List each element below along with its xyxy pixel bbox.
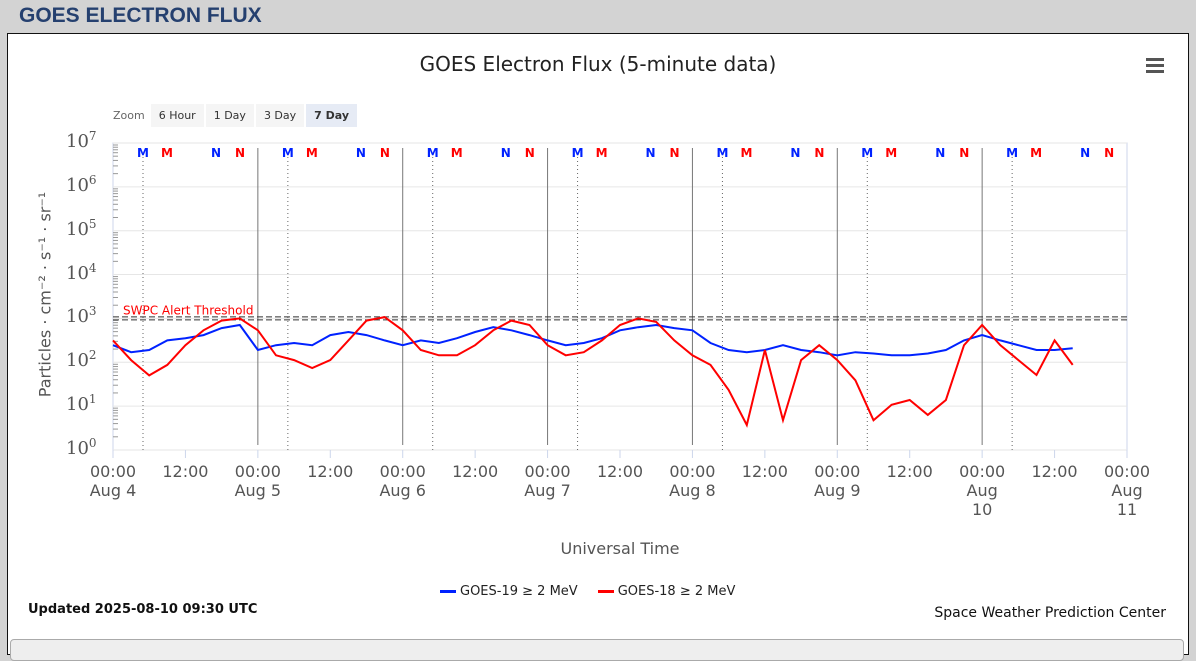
y-tick-label: 107 (66, 128, 97, 152)
x-tick-label: 00:00 Aug 11 (1103, 462, 1151, 519)
hamburger-menu-icon[interactable] (1146, 58, 1164, 74)
marker-label: M (161, 146, 173, 160)
zoom-controls: Zoom 6 Hour 1 Day 3 Day 7 Day (113, 104, 358, 127)
marker-label: N (1080, 146, 1090, 160)
bottom-panel (10, 639, 1184, 661)
x-tick-label: 00:00 Aug 6 (379, 462, 426, 500)
marker-label: N (670, 146, 680, 160)
y-axis-label: Particles · cm⁻² · s⁻¹ · sr⁻¹ (35, 191, 55, 398)
y-tick-label: 101 (66, 392, 97, 416)
x-tick-label: 12:00 (452, 462, 499, 481)
marker-label: M (572, 146, 584, 160)
legend-label: GOES-18 ≥ 2 MeV (617, 584, 736, 599)
zoom-3-day-button[interactable]: 3 Day (255, 104, 305, 127)
marker-label: M (1030, 146, 1042, 160)
marker-label: M (137, 146, 149, 160)
legend-item-goes19[interactable]: GOES-19 ≥ 2 MeV (440, 584, 578, 599)
marker-label: N (790, 146, 800, 160)
marker-label: N (525, 146, 535, 160)
x-tick-label: 00:00 Aug 4 (89, 462, 137, 500)
y-tick-label: 102 (66, 348, 97, 372)
series-line-goes19 (112, 323, 1073, 357)
marker-label: M (427, 146, 439, 160)
y-tick-label: 105 (66, 216, 97, 240)
marker-label: N (935, 146, 945, 160)
x-tick-label: 12:00 (886, 462, 933, 481)
marker-label: N (959, 146, 969, 160)
marker-label: M (596, 146, 608, 160)
x-tick-label: 12:00 (162, 462, 209, 481)
series-line-goes18 (112, 316, 1074, 428)
x-tick-label: 12:00 (307, 462, 354, 481)
chart-title: GOES Electron Flux (5-minute data) (419, 52, 777, 76)
x-tick-label: 12:00 (1031, 462, 1078, 481)
marker-label: M (861, 146, 873, 160)
marker-label: N (1104, 146, 1114, 160)
x-tick-label: 12:00 (596, 462, 644, 481)
y-tick-label: 100 (66, 436, 97, 459)
marker-label: M (451, 146, 463, 160)
marker-label: N (501, 146, 511, 160)
x-tick-label: 00:00 Aug 5 (234, 462, 282, 500)
x-tick-label: 00:00 Aug 9 (814, 462, 861, 500)
marker-label: M (716, 146, 728, 160)
zoom-6-hour-button[interactable]: 6 Hour (150, 104, 204, 127)
legend-item-goes18[interactable]: GOES-18 ≥ 2 MeV (597, 584, 736, 599)
threshold-label: SWPC Alert Threshold (123, 303, 253, 317)
marker-label: M (282, 146, 294, 160)
plot-border (112, 142, 1128, 451)
marker-label: N (814, 146, 824, 160)
zoom-1-day-button[interactable]: 1 Day (205, 104, 254, 127)
x-tick-label: 00:00 Aug 10 (959, 462, 1006, 519)
marker-label: M (306, 146, 318, 160)
marker-label: N (356, 146, 366, 160)
updated-timestamp: Updated 2025-08-10 09:30 UTC (28, 602, 258, 617)
zoom-label: Zoom (113, 109, 145, 122)
marker-label: N (211, 146, 221, 160)
marker-label: M (1006, 146, 1018, 160)
x-tick-label: 00:00 Aug 7 (524, 462, 571, 500)
x-tick-label: 12:00 (741, 462, 788, 481)
x-axis-label: Universal Time (560, 539, 680, 558)
y-tick-label: 104 (66, 260, 97, 284)
legend-label: GOES-19 ≥ 2 MeV (460, 584, 578, 599)
y-tick-label: 103 (66, 304, 97, 328)
legend: GOES-19 ≥ 2 MeV GOES-18 ≥ 2 MeV (440, 584, 735, 599)
x-tick-label: 00:00 Aug 8 (669, 462, 716, 500)
zoom-7-day-button[interactable]: 7 Day (306, 104, 358, 127)
page-header: GOES ELECTRON FLUX (19, 4, 262, 27)
marker-label: N (380, 146, 390, 160)
marker-label: M (740, 146, 752, 160)
y-tick-label: 106 (66, 172, 97, 196)
marker-label: N (235, 146, 245, 160)
credit: Space Weather Prediction Center (934, 605, 1166, 621)
marker-label: M (885, 146, 897, 160)
marker-label: N (646, 146, 656, 160)
